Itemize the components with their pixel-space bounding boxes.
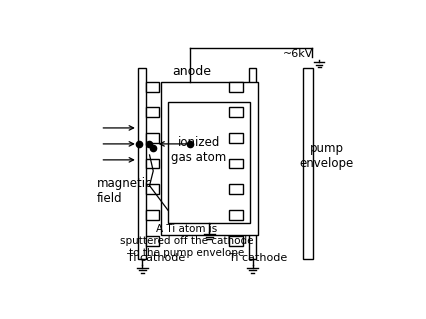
Bar [161,83,258,235]
Text: Ti cathode: Ti cathode [228,253,287,263]
Text: anode: anode [172,65,211,78]
Text: pump
envelope: pump envelope [299,142,354,170]
Bar [229,159,243,168]
Text: magnetic
field: magnetic field [97,177,152,204]
Bar [303,68,313,259]
Bar [168,102,250,223]
Text: ~6kV: ~6kV [283,49,313,59]
Text: ionized
gas atom: ionized gas atom [171,136,226,164]
Bar [229,236,243,246]
Text: A Ti atom is
sputtered off the cathode
to the pump envelope: A Ti atom is sputtered off the cathode t… [120,224,253,257]
Bar [138,68,146,259]
Bar [229,210,243,220]
Bar [146,184,159,194]
Bar [229,83,243,92]
Text: Ti cathode: Ti cathode [127,253,186,263]
Bar [229,133,243,143]
Bar [249,68,256,259]
Bar [146,159,159,168]
Bar [146,83,159,92]
Bar [146,236,159,246]
Bar [146,133,159,143]
Bar [146,107,159,117]
Bar [146,210,159,220]
Bar [229,107,243,117]
Bar [229,184,243,194]
